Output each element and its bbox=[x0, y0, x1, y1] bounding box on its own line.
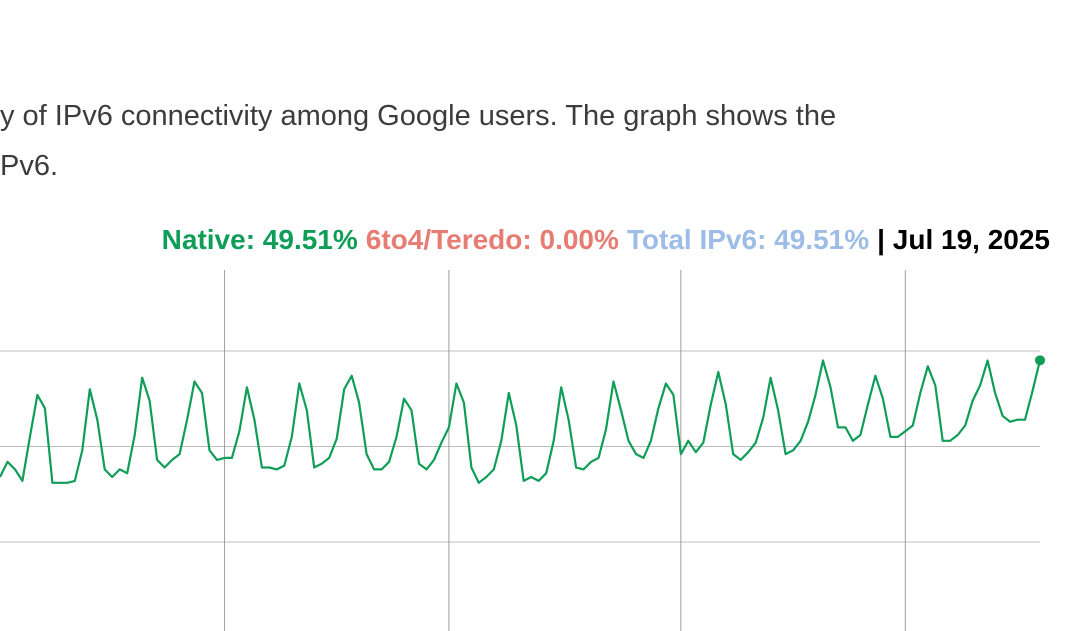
data-line bbox=[0, 359, 1042, 484]
readout-item: Total IPv6: 49.51% bbox=[626, 224, 870, 255]
intro-text: y of IPv6 connectivity among Google user… bbox=[0, 100, 837, 132]
readout-item: Native: 49.51% bbox=[161, 224, 358, 255]
end-marker bbox=[1035, 355, 1045, 366]
readout-item: 6to4/Teredo: 0.00% bbox=[365, 224, 619, 255]
intro-text: Pv6. bbox=[0, 150, 59, 182]
readout: Native: 49.51% 6to4/Teredo: 0.00% Total IP… bbox=[154, 224, 1050, 256]
readout-item: | Jul 19, 2025 bbox=[877, 224, 1050, 255]
